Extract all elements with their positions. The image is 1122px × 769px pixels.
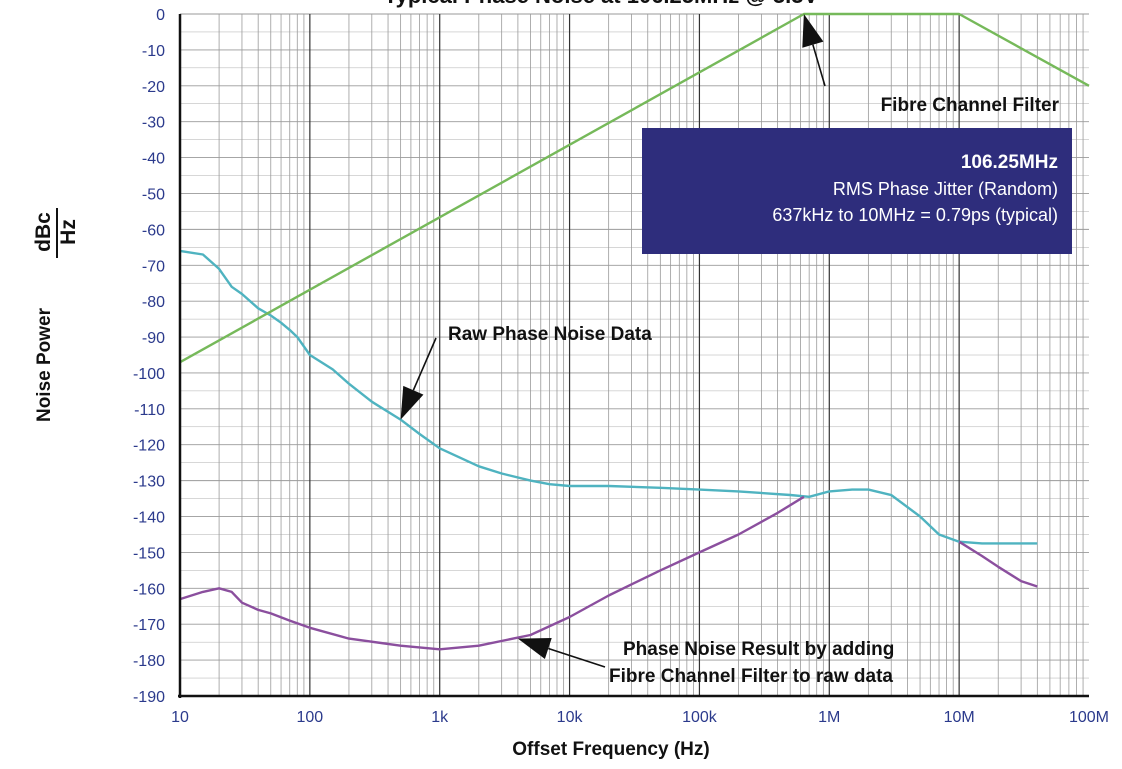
chart-title: Typical Phase Noise at 106.25MHz @ 3.3V [384,0,819,8]
y-tick-label: -10 [142,43,165,60]
x-tick-label: 100M [1069,709,1109,726]
x-axis-title: Offset Frequency (Hz) [512,739,709,760]
y-axis-title: Noise Power [34,307,55,422]
tick-labels: 0 -10 -20 -30 -40 -50 -60 -70 -80 -90 -100 -110 -120… [133,7,1109,726]
y-tick-label: -60 [142,222,165,239]
y-axis-unit-numerator: dBc [32,212,55,252]
annotation-result-line-1: Phase Noise Result by adding [623,639,894,660]
x-tick-label: 10k [557,709,584,726]
y-tick-label: -30 [142,115,165,132]
y-axis-unit-denominator: Hz [57,219,80,245]
y-tick-label: -130 [133,474,165,491]
arrow-shaft-filter [812,44,826,87]
arrow-head-raw [400,385,424,420]
series-line-filter [179,12,1090,364]
annotation-raw-phase-noise: Raw Phase Noise Data [448,324,652,345]
axes [178,14,1089,698]
y-tick-label: -120 [133,438,165,455]
y-tick-label: -20 [142,79,165,96]
x-tick-label: 1M [818,709,840,726]
y-tick-label: -50 [142,186,165,203]
info-box: 106.25MHz RMS Phase Jitter (Random) 637k… [642,128,1072,254]
y-tick-label: -40 [142,151,165,168]
series-line-result_tail [958,540,1038,588]
y-tick-label: -110 [134,402,165,419]
y-tick-label: -90 [142,330,165,347]
y-tick-label: -140 [133,510,165,527]
series-line-result [179,495,805,651]
annotation-result-line-2: Fibre Channel Filter to raw data [609,666,893,687]
y-tick-label: -170 [133,617,165,634]
y-tick-label: -180 [133,653,165,670]
annotation-arrows [400,14,826,668]
arrow-shaft-result [548,647,606,668]
y-tick-label: 0 [156,7,165,24]
arrow-head-result [517,638,552,659]
info-box-frequency: 106.25MHz [960,152,1058,173]
y-tick-label: -70 [142,258,165,275]
info-box-jitter-type: RMS Phase Jitter (Random) [832,179,1058,199]
annotation-fibre-channel-filter: Fibre Channel Filter [881,95,1060,116]
x-tick-label: 100k [682,709,718,726]
x-tick-label: 10 [171,709,189,726]
y-tick-label: -100 [133,366,165,383]
y-tick-label: -160 [133,581,165,598]
y-tick-label: -190 [133,689,165,706]
series-layer [179,12,1090,651]
x-tick-label: 1k [431,709,449,726]
grid [179,13,1089,697]
x-tick-label: 100 [297,709,324,726]
arrow-head-filter [802,14,824,48]
info-box-jitter-value: 637kHz to 10MHz = 0.79ps (typical) [772,205,1058,225]
y-tick-label: -150 [133,545,165,562]
y-tick-label: -80 [142,294,165,311]
x-tick-label: 10M [944,709,975,726]
series-line-raw [179,249,1038,545]
arrow-shaft-raw [412,337,437,391]
